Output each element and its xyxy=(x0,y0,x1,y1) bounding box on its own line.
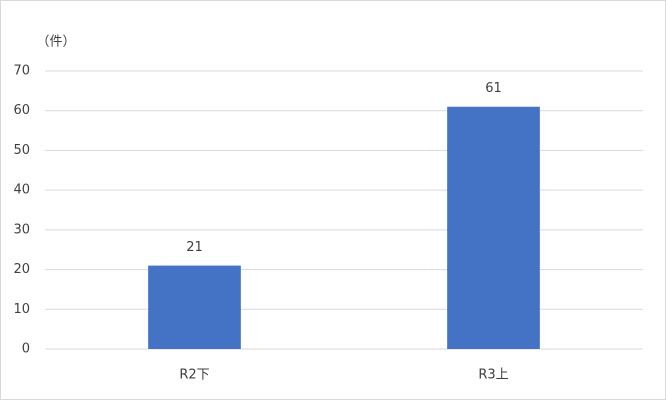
y-tick-label: 40 xyxy=(13,183,30,198)
bar xyxy=(447,106,540,349)
x-tick-label: R2下 xyxy=(179,368,209,383)
y-tick-label: 60 xyxy=(13,103,30,118)
y-tick-label: 10 xyxy=(13,302,30,317)
y-tick-label: 0 xyxy=(22,342,30,357)
data-label: 61 xyxy=(485,81,502,96)
x-tick-label: R3上 xyxy=(478,368,508,383)
y-tick-label: 30 xyxy=(13,222,30,237)
bar xyxy=(148,265,241,349)
y-tick-label: 50 xyxy=(13,143,30,158)
y-axis-label: （件） xyxy=(36,35,75,50)
y-tick-label: 20 xyxy=(13,262,30,277)
data-label: 21 xyxy=(186,240,203,255)
y-tick-label: 70 xyxy=(13,64,30,79)
